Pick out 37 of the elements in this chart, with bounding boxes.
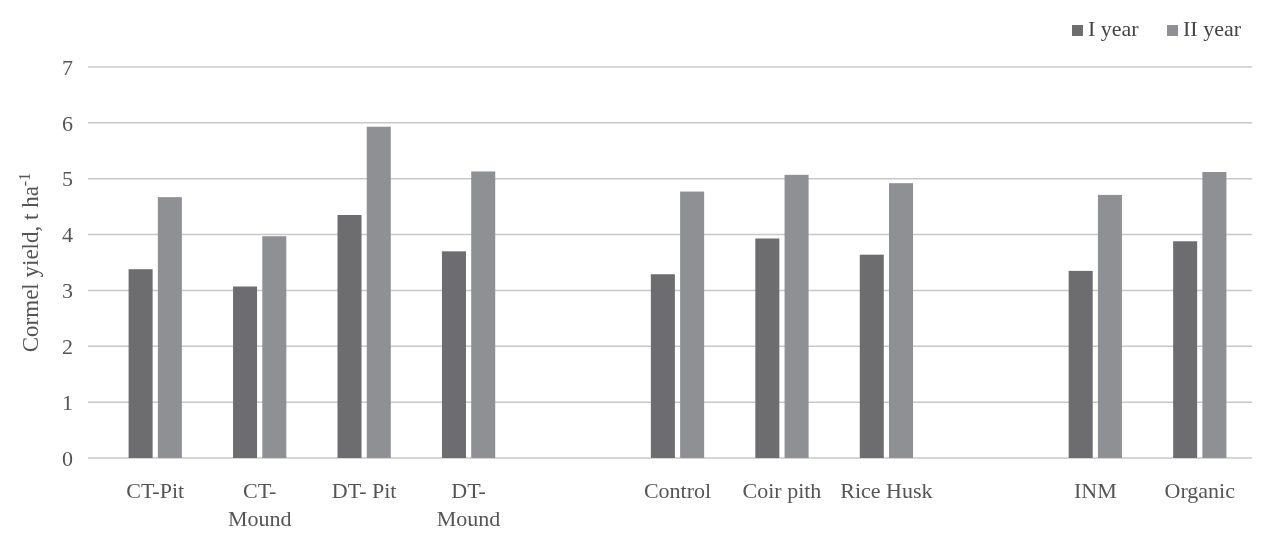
- bar: [784, 174, 809, 458]
- x-tick-label: DT- Pit: [331, 478, 397, 503]
- y-tick-label: 0: [62, 445, 73, 471]
- x-tick-label: CT-Mound: [227, 478, 292, 531]
- bar: [1068, 270, 1093, 458]
- bar: [680, 191, 705, 458]
- bar: [1202, 172, 1227, 458]
- bar: [1097, 194, 1122, 458]
- legend-label: I year: [1088, 16, 1140, 41]
- legend-label: II year: [1183, 16, 1242, 41]
- bar: [471, 171, 496, 458]
- x-tick-label: INM: [1073, 478, 1117, 503]
- bar: [128, 269, 153, 458]
- y-tick-label: 6: [62, 110, 73, 136]
- bar: [859, 254, 884, 458]
- x-tick-label: Coir pith: [742, 478, 822, 503]
- y-tick-label: 7: [62, 54, 73, 80]
- bar: [366, 126, 391, 458]
- y-tick-label: 4: [62, 222, 73, 248]
- bar: [889, 183, 914, 458]
- y-tick-label: 3: [62, 278, 73, 304]
- bar: [337, 215, 362, 458]
- x-tick-label: CT-Pit: [126, 478, 185, 503]
- bar: [262, 236, 287, 458]
- x-tick-label: Control: [643, 478, 712, 503]
- bar: [1173, 241, 1198, 458]
- bar: [441, 251, 466, 458]
- y-tick-label: 2: [62, 333, 73, 359]
- y-tick-label: 5: [62, 166, 73, 192]
- bar: [233, 286, 258, 458]
- bar: [755, 238, 780, 458]
- x-tick-label: Organic: [1164, 478, 1236, 503]
- x-tick-label: DT-Mound: [436, 478, 501, 531]
- bar: [650, 274, 675, 458]
- bar: [157, 197, 182, 458]
- y-tick-label: 1: [62, 389, 73, 415]
- x-tick-label: Rice Husk: [840, 478, 933, 503]
